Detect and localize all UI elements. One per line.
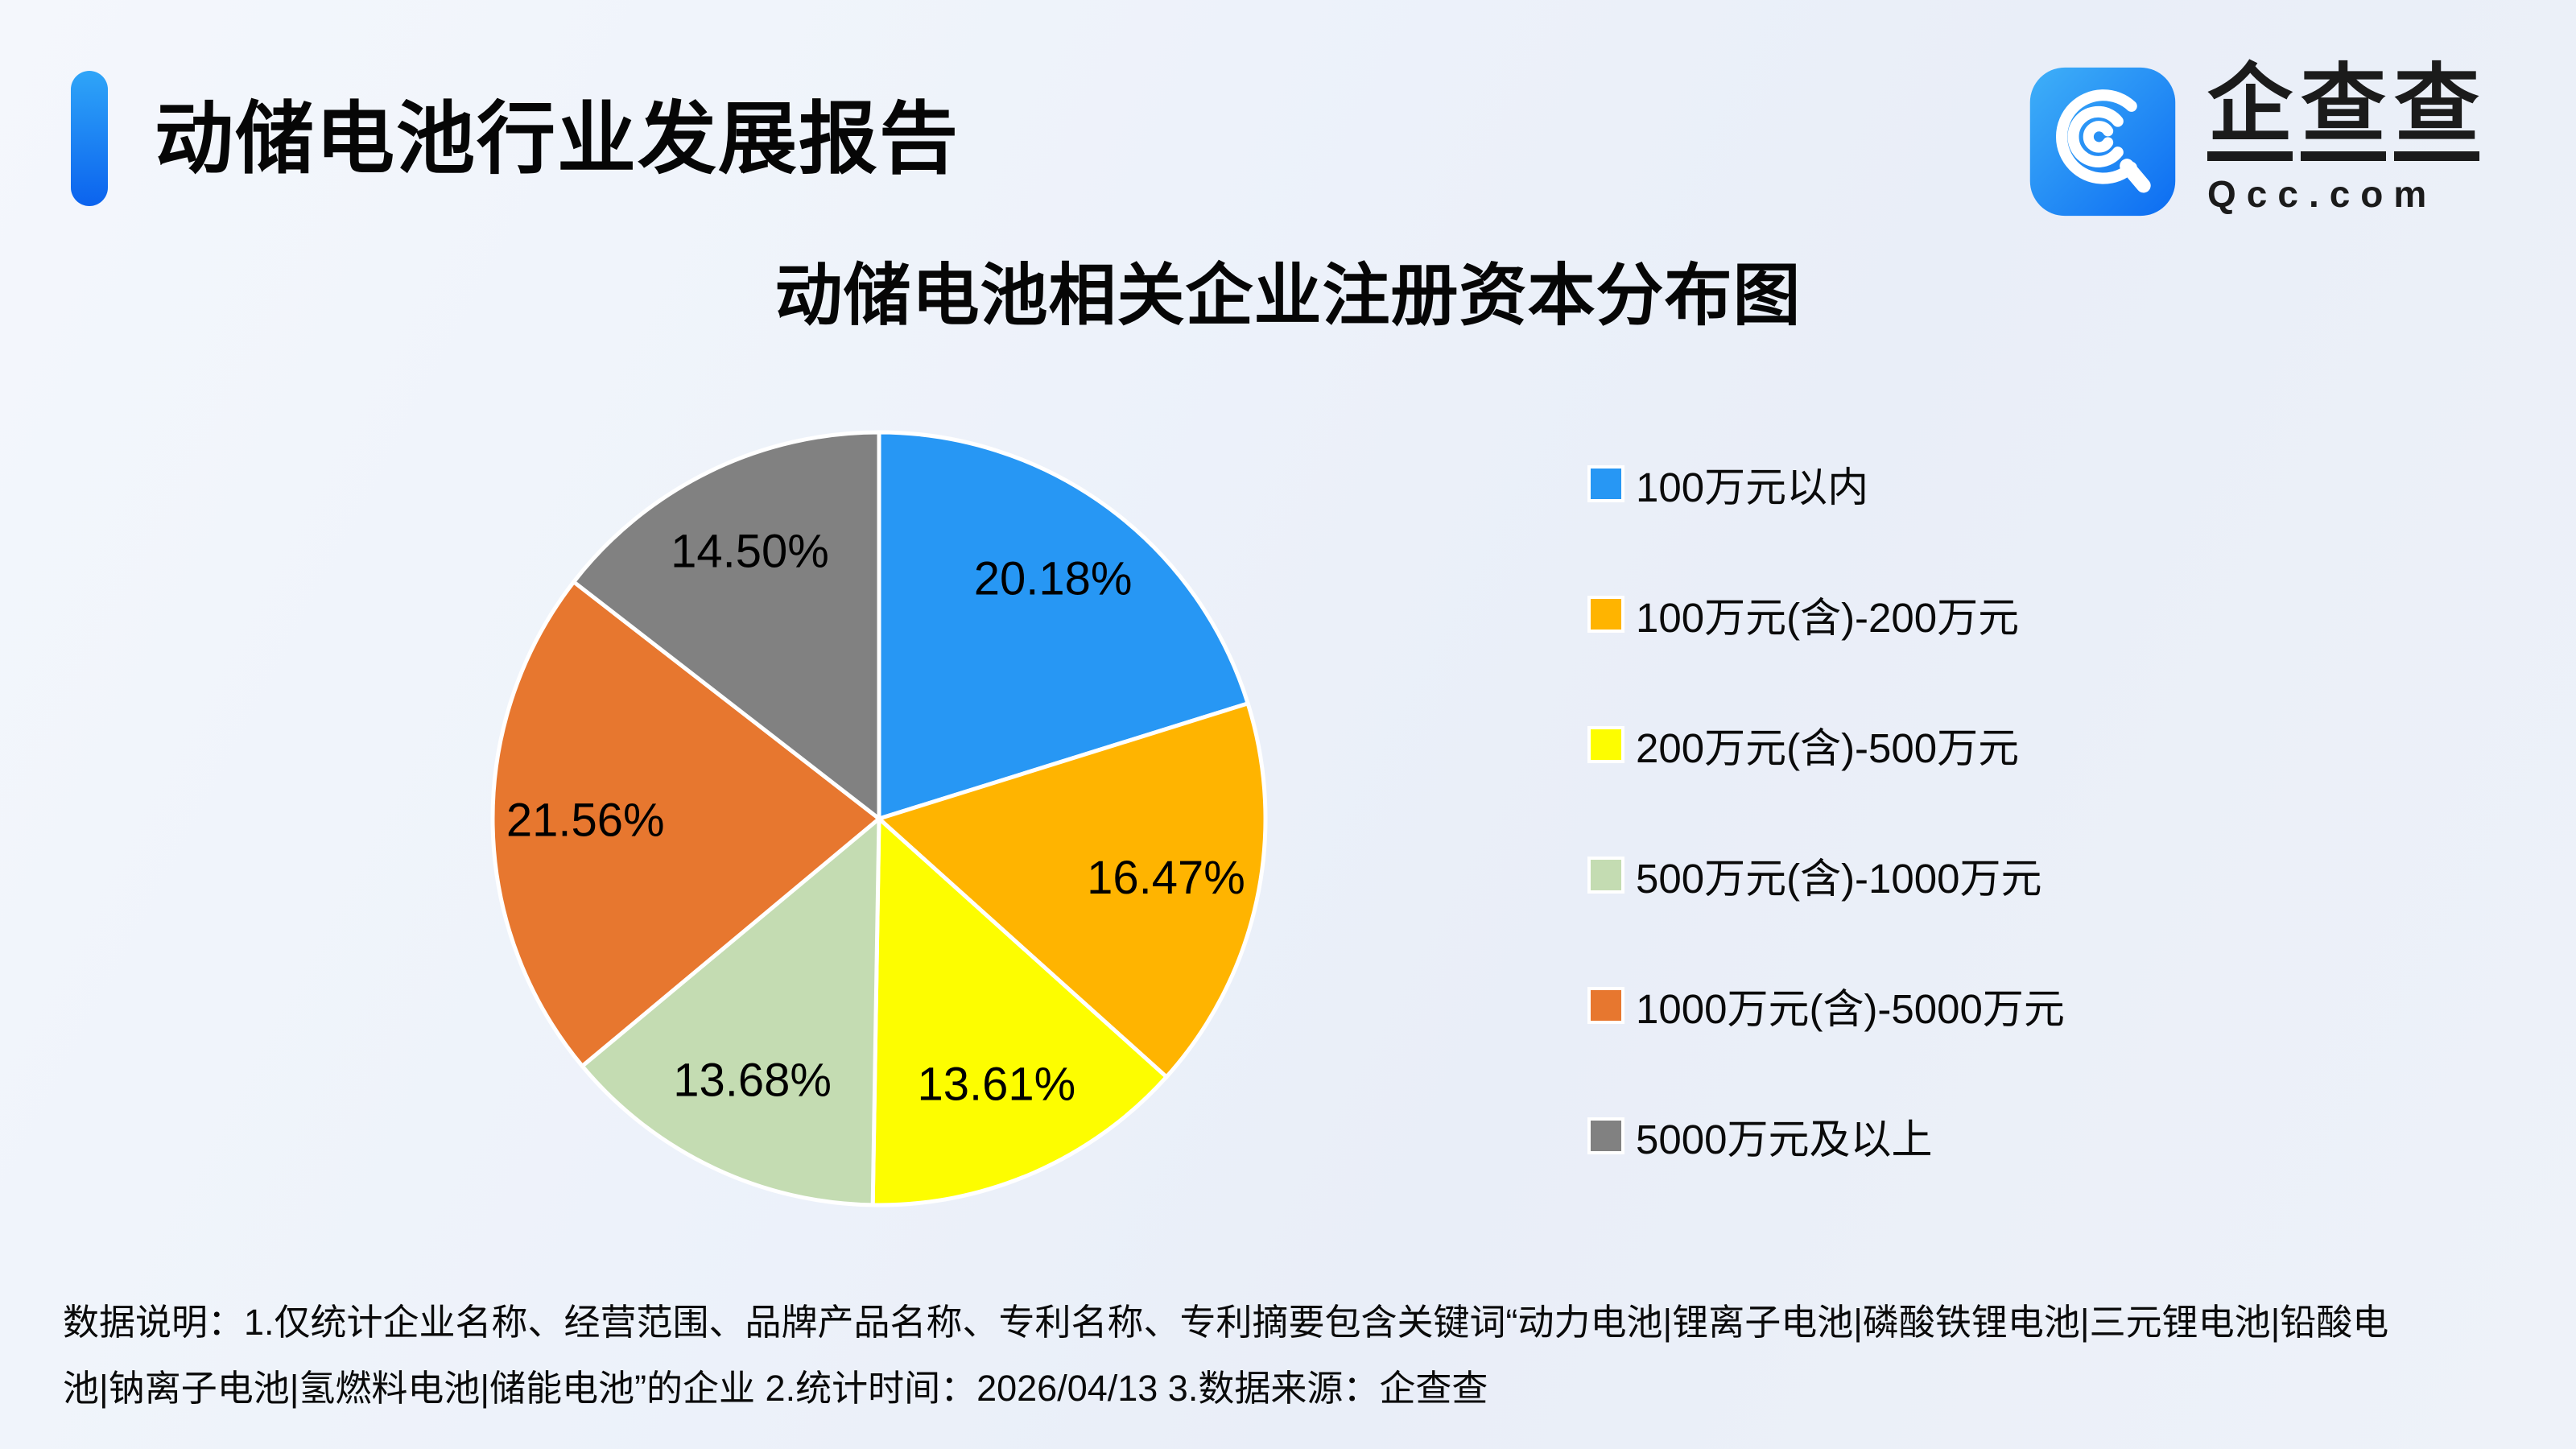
data-notes: 数据说明：1.仅统计企业名称、经营范围、品牌产品名称、专利名称、专利摘要包含关键… — [63, 1290, 2526, 1422]
legend-label: 1000万元(含)-5000万元 — [1636, 986, 2065, 1032]
pie-slice — [870, 816, 1169, 1208]
report-header: 动储电池行业发展报告 企 — [0, 0, 2576, 242]
data-notes-line: 数据说明：1.仅统计企业名称、经营范围、品牌产品名称、专利名称、专利摘要包含关键… — [63, 1302, 2389, 1343]
qcc-logo-domain: Qcc.com — [2207, 173, 2438, 215]
title-accent-bar — [71, 71, 108, 206]
legend-label: 100万元以内 — [1636, 464, 1869, 510]
legend-label: 500万元(含)-1000万元 — [1636, 856, 2042, 902]
pie-slice — [877, 430, 1250, 821]
qcc-logo-char: 查 — [2301, 62, 2386, 161]
qcc-logo-text: 企 查 查 Qcc.com — [2207, 62, 2479, 216]
legend-swatch — [1587, 465, 1624, 502]
page-title: 动储电池行业发展报告 — [155, 94, 960, 183]
legend-label: 200万元(含)-500万元 — [1636, 725, 2020, 771]
qcc-logo: 企 查 查 Qcc.com — [2027, 62, 2479, 219]
chart-legend: 100万元以内 100万元(含)-200万元 200万元(含)-500万元 500万元… — [1587, 464, 2065, 1248]
pie-slice-label: 21.56% — [506, 795, 665, 847]
pie-slice — [490, 580, 881, 1068]
qcc-logo-char: 查 — [2394, 62, 2479, 161]
legend-item: 100万元(含)-200万元 — [1587, 595, 2065, 641]
legend-swatch — [1587, 1117, 1624, 1154]
qcc-logo-char: 企 — [2207, 62, 2293, 161]
pie-slice-label: 13.68% — [673, 1054, 832, 1106]
legend-item: 5000万元及以上 — [1587, 1117, 2065, 1162]
legend-label: 5000万元及以上 — [1636, 1117, 1933, 1162]
legend-item: 100万元以内 — [1587, 464, 2065, 510]
legend-swatch — [1587, 857, 1624, 894]
qcc-logo-cn: 企 查 查 — [2207, 62, 2479, 161]
legend-swatch — [1587, 726, 1624, 763]
chart-title: 动储电池相关企业注册资本分布图 — [774, 258, 1802, 333]
legend-item: 500万元(含)-1000万元 — [1587, 856, 2065, 902]
pie-slice-label: 16.47% — [1087, 852, 1245, 904]
legend-swatch — [1587, 596, 1624, 633]
legend-item: 1000万元(含)-5000万元 — [1587, 986, 2065, 1032]
pie-slice-label: 20.18% — [974, 552, 1133, 605]
pie-slice-label: 13.61% — [917, 1059, 1075, 1111]
pie-slice — [580, 816, 881, 1208]
data-notes-line: 池|钠离子电池|氢燃料电池|储能电池”的企业 2.统计时间：2026/04/13… — [63, 1368, 1488, 1409]
pie-slice — [877, 701, 1268, 1080]
pie-slice-label: 14.50% — [671, 526, 829, 578]
pie-slice — [572, 430, 881, 821]
legend-label: 100万元(含)-200万元 — [1636, 595, 2020, 641]
legend-swatch — [1587, 987, 1624, 1024]
pie-chart: 20.18% 16.47% 13.61% 13.68% 21.56% 14.50% — [490, 430, 1268, 1208]
qcc-magnifier-icon — [2029, 67, 2176, 217]
legend-item: 200万元(含)-500万元 — [1587, 725, 2065, 771]
